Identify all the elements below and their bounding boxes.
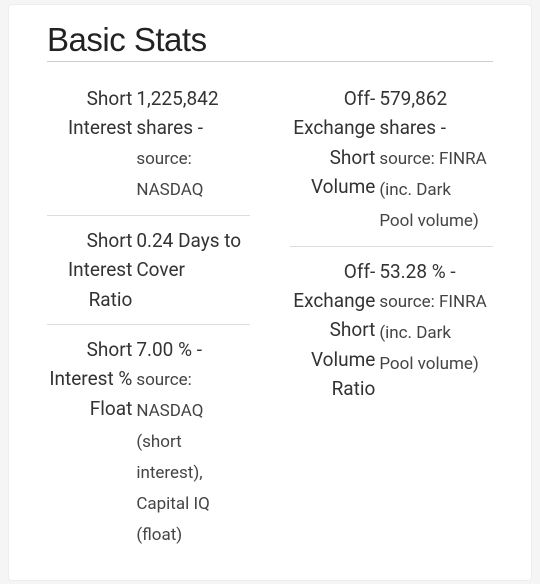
basic-stats-card: Basic Stats Short Interest 1,225,842 sha… — [8, 4, 532, 581]
stat-value-cell: 579,862 shares - source: FINRA (inc. Dar… — [379, 74, 493, 246]
stat-value-cell: 7.00 % - source: NASDAQ (short interest)… — [136, 324, 250, 559]
table-row: Short Interest 1,225,842 shares - source… — [47, 74, 250, 215]
stats-columns: Short Interest 1,225,842 shares - source… — [47, 74, 493, 560]
stat-source: source: FINRA (inc. Dark Pool volume) — [379, 292, 486, 374]
table-row: Short Interest % Float 7.00 % - source: … — [47, 324, 250, 559]
stat-value-cell: 0.24 Days to Cover — [136, 215, 250, 324]
stat-sep: - — [436, 116, 446, 139]
table-row: Off-Exchange Short Volume 579,862 shares… — [290, 74, 493, 246]
left-column: Short Interest 1,225,842 shares - source… — [47, 74, 250, 560]
stat-sep: - — [192, 338, 202, 361]
stat-label: Short Interest % Float — [47, 324, 136, 559]
stat-value-cell: 53.28 % - source: FINRA (inc. Dark Pool … — [379, 246, 493, 414]
stat-value: 1,225,842 shares — [136, 87, 218, 139]
title-divider — [47, 61, 493, 62]
stat-value-cell: 1,225,842 shares - source: NASDAQ — [136, 74, 250, 215]
stat-sep: - — [193, 116, 203, 139]
stat-value: 7.00 % — [136, 338, 192, 361]
right-table: Off-Exchange Short Volume 579,862 shares… — [290, 74, 493, 414]
stat-label: Off-Exchange Short Volume Ratio — [290, 246, 379, 414]
left-table: Short Interest 1,225,842 shares - source… — [47, 74, 250, 560]
stat-label: Off-Exchange Short Volume — [290, 74, 379, 246]
stat-value: 0.24 Days to Cover — [136, 229, 241, 281]
stat-value: 53.28 % — [379, 260, 445, 283]
stat-label: Short Interest Ratio — [47, 215, 136, 324]
table-row: Off-Exchange Short Volume Ratio 53.28 % … — [290, 246, 493, 414]
stat-source: source: NASDAQ (short interest), Capital… — [136, 370, 209, 544]
stat-label: Short Interest — [47, 74, 136, 215]
right-column: Off-Exchange Short Volume 579,862 shares… — [290, 74, 493, 560]
stat-source: source: NASDAQ — [136, 149, 203, 200]
table-row: Short Interest Ratio 0.24 Days to Cover — [47, 215, 250, 324]
card-title: Basic Stats — [47, 21, 493, 59]
stat-sep: - — [446, 260, 456, 283]
stat-source: source: FINRA (inc. Dark Pool volume) — [379, 149, 486, 231]
